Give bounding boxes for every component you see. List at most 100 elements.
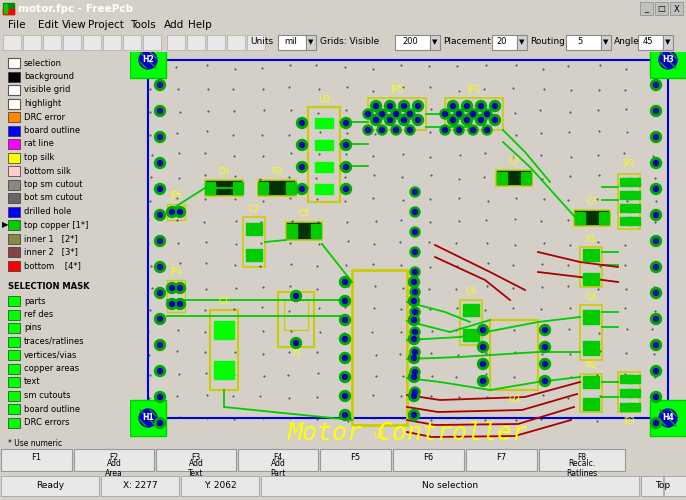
Circle shape (158, 134, 163, 140)
Text: H4: H4 (662, 414, 674, 422)
Text: C5: C5 (298, 210, 309, 218)
Circle shape (408, 314, 420, 326)
Circle shape (300, 186, 305, 192)
Circle shape (342, 356, 348, 360)
Circle shape (650, 340, 661, 350)
Bar (539, 449, 625, 471)
Bar (393, 449, 464, 471)
Circle shape (410, 287, 420, 297)
Text: H2: H2 (142, 56, 154, 64)
Bar (320, 449, 391, 471)
Text: Y1: Y1 (291, 350, 301, 358)
Circle shape (408, 390, 420, 402)
Bar (74, 449, 154, 471)
Bar (308, 107, 340, 202)
Text: bottom silk: bottom silk (24, 166, 71, 175)
Text: View: View (62, 20, 86, 30)
Circle shape (412, 330, 418, 334)
Bar (463, 304, 479, 316)
Circle shape (412, 270, 418, 274)
Circle shape (300, 120, 305, 126)
Circle shape (440, 109, 450, 119)
Text: X: 2277: X: 2277 (123, 482, 157, 490)
Text: Add: Add (164, 20, 185, 30)
Bar (205, 180, 243, 196)
Text: DRC error: DRC error (24, 112, 65, 122)
Circle shape (451, 104, 456, 108)
Circle shape (154, 262, 165, 272)
Circle shape (167, 282, 178, 294)
Bar (261, 476, 639, 496)
Circle shape (340, 118, 351, 128)
Bar (430, 35, 440, 50)
Circle shape (342, 412, 348, 418)
Circle shape (342, 394, 348, 398)
Bar (8, 260, 20, 270)
Circle shape (296, 140, 307, 150)
Text: vertices/vias: vertices/vias (24, 350, 78, 360)
Circle shape (158, 342, 163, 347)
Text: C1: C1 (218, 298, 230, 306)
Bar (8, 220, 20, 230)
Circle shape (407, 128, 412, 132)
Text: top sm cutout: top sm cutout (24, 180, 82, 189)
Circle shape (300, 142, 305, 148)
Text: Add
Part: Add Part (270, 459, 285, 478)
Circle shape (154, 106, 165, 117)
Text: H3: H3 (662, 56, 674, 64)
Circle shape (654, 368, 659, 374)
Circle shape (543, 328, 547, 332)
Circle shape (158, 290, 163, 296)
Text: JP4: JP4 (170, 268, 182, 276)
Circle shape (410, 227, 420, 237)
Bar (3, 3, 14, 14)
Circle shape (654, 264, 659, 270)
Text: _: _ (644, 4, 649, 14)
Bar (23, 35, 41, 50)
Circle shape (539, 324, 550, 336)
Bar (8, 377, 20, 387)
Circle shape (344, 186, 348, 192)
Text: U1: U1 (373, 430, 386, 440)
Circle shape (340, 410, 351, 420)
Circle shape (373, 118, 379, 122)
Circle shape (456, 128, 462, 132)
Circle shape (408, 334, 420, 344)
Circle shape (412, 114, 423, 126)
Circle shape (405, 125, 415, 135)
Circle shape (654, 134, 659, 140)
Text: selection: selection (24, 58, 62, 68)
Text: F7: F7 (496, 454, 506, 462)
Bar (130, 400, 166, 436)
Text: R1: R1 (585, 234, 597, 244)
Text: Units: Units (250, 38, 273, 46)
Text: Help: Help (188, 20, 212, 30)
Circle shape (158, 264, 163, 270)
Text: U3: U3 (318, 94, 330, 104)
Circle shape (410, 347, 420, 357)
Text: C6: C6 (465, 288, 477, 296)
Bar (167, 280, 185, 312)
Circle shape (650, 80, 661, 90)
Text: Y: 2062: Y: 2062 (204, 482, 236, 490)
Circle shape (178, 302, 182, 306)
Bar (258, 180, 296, 196)
Circle shape (480, 328, 486, 332)
Text: Ready: Ready (36, 482, 64, 490)
Bar (574, 210, 610, 226)
Bar (490, 320, 538, 390)
Bar (655, 2, 668, 15)
Bar (8, 350, 20, 360)
Bar (205, 182, 215, 194)
Circle shape (158, 368, 163, 374)
Circle shape (451, 118, 456, 122)
Bar (618, 174, 640, 229)
Circle shape (154, 184, 165, 194)
Circle shape (405, 109, 415, 119)
Circle shape (412, 310, 418, 314)
Bar (460, 300, 482, 345)
Text: Add
Area: Add Area (105, 459, 123, 478)
Bar (580, 374, 602, 412)
Bar (246, 249, 262, 261)
Bar (43, 35, 61, 50)
